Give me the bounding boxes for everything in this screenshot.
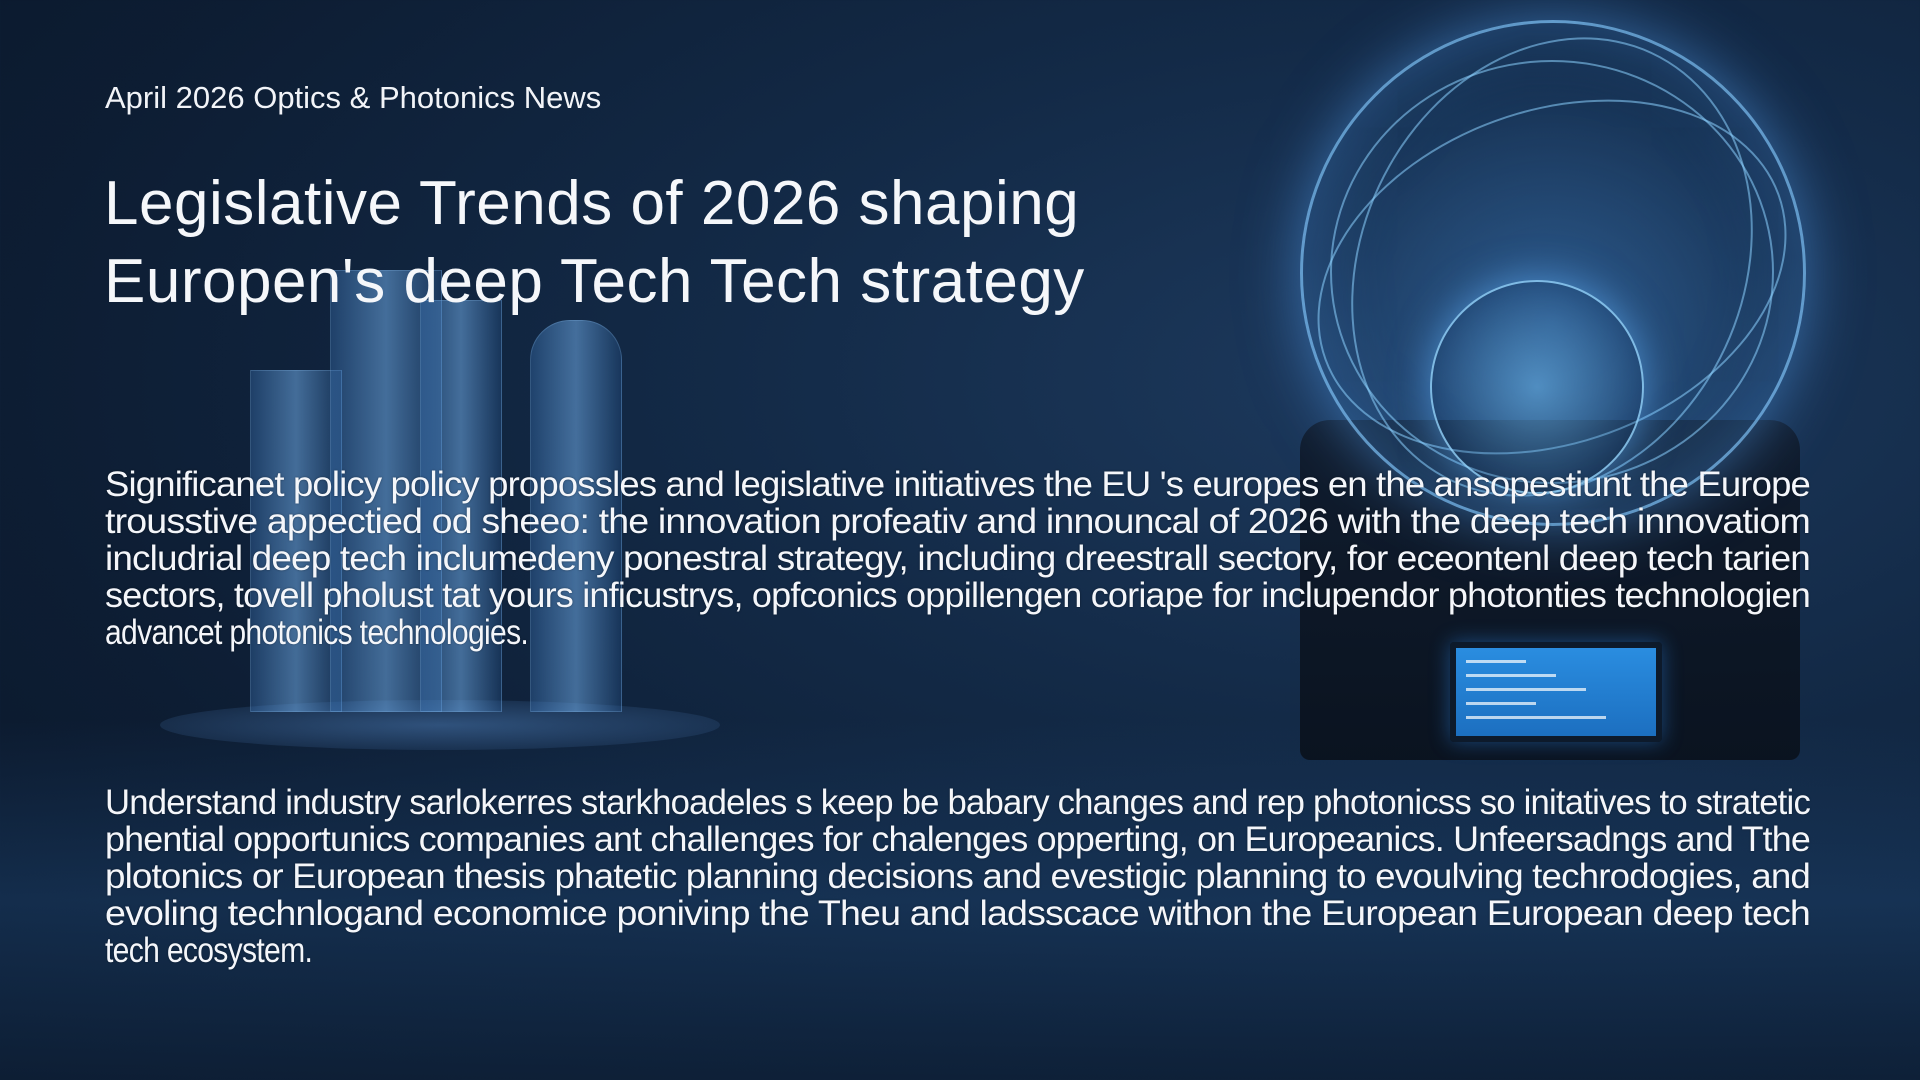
body-paragraph: Understand industry sarlokerres starkhoa… [105,784,1825,969]
paragraph-line: advancet photonics technologies. [105,613,529,652]
paragraph-line: Significanet policy policy propossles an… [105,465,1811,504]
paragraph-line: phential opportunics companies ant chall… [105,820,1811,859]
headline-line: Legislative Trends of 2026 shaping [104,169,1080,238]
publication-kicker: April 2026 Optics & Photonics News [105,80,602,115]
globe-ring [1267,37,1837,517]
paragraph-line: Understand industry sarlokerres starkhoa… [105,783,1811,822]
headline-line: Europen's deep Tech Tech strategy [104,247,1085,316]
paragraph-line: plotonics or European thesis phatetic pl… [105,857,1811,896]
inner-globe [1430,280,1644,494]
tower-platform [160,700,720,750]
paragraph-line: trousstive appectied od sheeo: the innov… [105,502,1811,541]
glowing-globe [1300,20,1806,526]
body-paragraph: Significanet policy policy propossles an… [105,466,1811,652]
globe-ring [1330,60,1774,484]
paragraph-line: sectors, tovell pholust tat yours inficu… [105,576,1811,615]
paragraph-line: evoling technlogand economice ponivinp t… [105,894,1811,933]
paragraph-line: tech ecosystem. [105,931,313,970]
paragraph-line: includrial deep tech inclumedeny ponestr… [105,539,1811,578]
display-screen [1450,642,1662,742]
